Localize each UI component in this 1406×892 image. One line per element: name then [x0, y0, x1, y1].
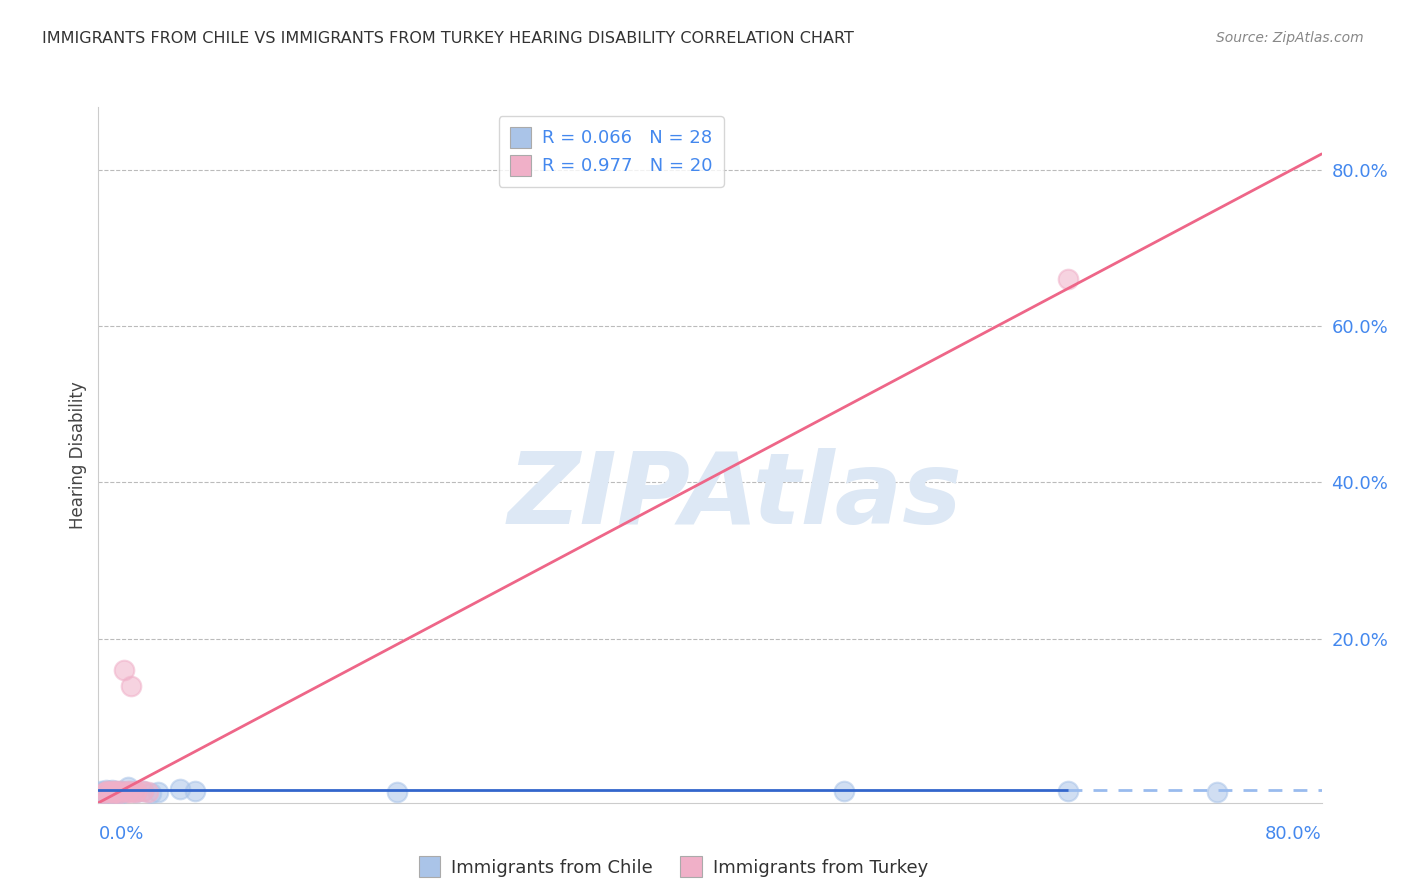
Point — [94, 785, 117, 799]
Point — [108, 784, 131, 798]
Y-axis label: Hearing Disability: Hearing Disability — [69, 381, 87, 529]
Point — [385, 785, 408, 799]
Point — [114, 785, 136, 799]
Point — [104, 784, 127, 798]
Point — [125, 785, 148, 799]
Point — [96, 784, 118, 798]
Text: 80.0%: 80.0% — [1265, 825, 1322, 843]
Point — [184, 784, 207, 798]
Point — [107, 785, 129, 799]
Text: ZIPAtlas: ZIPAtlas — [508, 448, 962, 545]
Point — [110, 786, 132, 800]
Point — [104, 785, 127, 799]
Text: IMMIGRANTS FROM CHILE VS IMMIGRANTS FROM TURKEY HEARING DISABILITY CORRELATION C: IMMIGRANTS FROM CHILE VS IMMIGRANTS FROM… — [42, 31, 853, 46]
Text: Source: ZipAtlas.com: Source: ZipAtlas.com — [1216, 31, 1364, 45]
Point — [96, 785, 118, 799]
Point — [132, 784, 155, 798]
Point — [101, 783, 124, 797]
Point — [146, 785, 169, 799]
Point — [90, 784, 112, 798]
Point — [136, 785, 159, 799]
Point — [120, 784, 142, 798]
Point — [98, 786, 121, 800]
Point — [101, 784, 124, 798]
Point — [111, 784, 134, 798]
Point — [97, 784, 120, 798]
Point — [110, 784, 132, 798]
Point — [108, 786, 131, 800]
Point — [105, 784, 128, 798]
Point — [103, 785, 125, 799]
Point — [93, 785, 115, 799]
Text: 0.0%: 0.0% — [98, 825, 143, 843]
Point — [112, 663, 135, 677]
Point — [1206, 785, 1229, 799]
Point — [115, 785, 138, 799]
Legend: Immigrants from Chile, Immigrants from Turkey: Immigrants from Chile, Immigrants from T… — [412, 849, 935, 884]
Point — [117, 780, 139, 794]
Point — [91, 786, 114, 800]
Point — [125, 785, 148, 799]
Point — [132, 784, 155, 798]
Point — [117, 784, 139, 798]
Point — [1057, 272, 1080, 286]
Point — [1057, 784, 1080, 798]
Point — [91, 786, 114, 800]
Point — [169, 781, 191, 796]
Point — [832, 784, 855, 798]
Point — [105, 786, 128, 800]
Point — [98, 785, 121, 799]
Point — [120, 785, 142, 799]
Point — [120, 679, 142, 693]
Point — [139, 786, 162, 800]
Point — [94, 783, 117, 797]
Point — [103, 786, 125, 800]
Point — [125, 784, 148, 798]
